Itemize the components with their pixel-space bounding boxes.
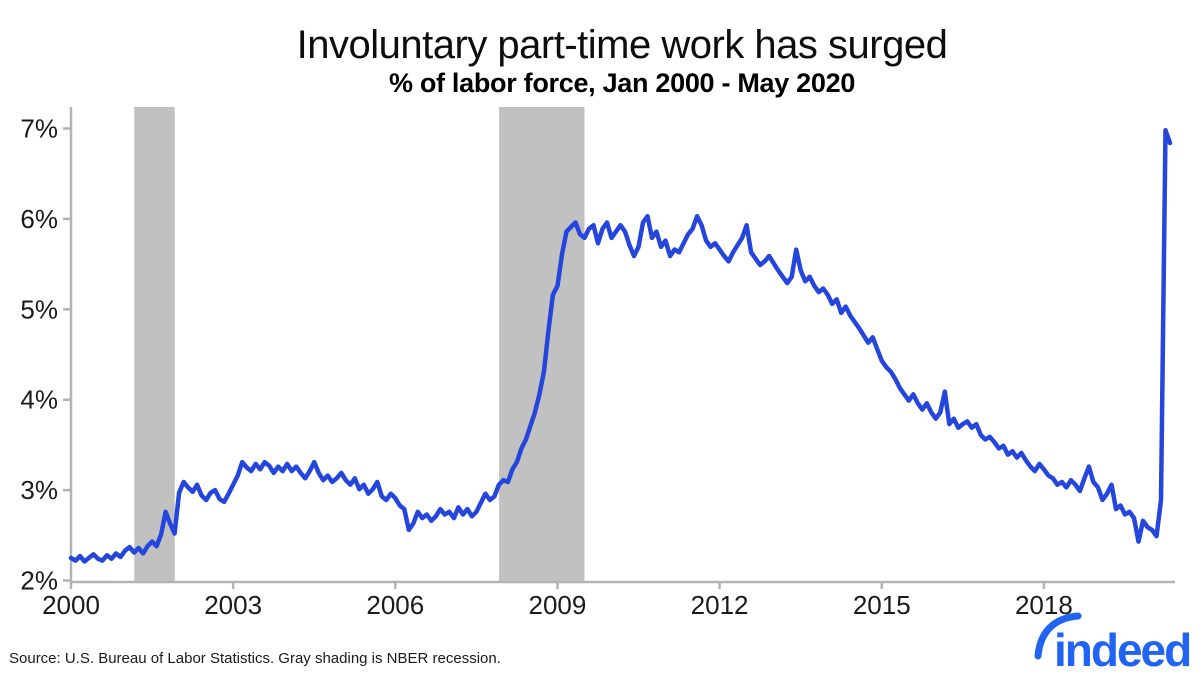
chart-title: Involuntary part-time work has surged: [296, 23, 948, 67]
axis-tick-labels: 2% 3% 4% 5% 6% 7% 2000 2003 2006 2009 2012 2015 2018: [20, 114, 1072, 621]
y-tick-label: 4%: [20, 385, 58, 415]
source-note: Source: U.S. Bureau of Labor Statistics.…: [9, 650, 501, 667]
axis-ticks: [63, 127, 1046, 589]
axes: [69, 107, 1175, 584]
y-tick-label: 3%: [20, 475, 58, 505]
recession-band: [499, 107, 585, 582]
indeed-logo: indeed: [1034, 612, 1192, 674]
series-line: [68, 128, 1173, 564]
x-tick-label: 2009: [529, 590, 587, 620]
y-tick-label: 2%: [20, 566, 58, 596]
chart-subtitle: % of labor force, Jan 2000 - May 2020: [388, 68, 856, 98]
x-tick-label: 2006: [366, 590, 424, 620]
series-line-group: [68, 128, 1173, 564]
recession-bands: [134, 107, 585, 582]
x-tick-label: 2018: [1015, 590, 1073, 620]
y-tick-label: 6%: [20, 204, 58, 234]
indeed-logo-text: indeed: [1054, 624, 1190, 674]
x-tick-label: 2000: [42, 590, 100, 620]
x-tick-label: 2012: [691, 590, 749, 620]
y-tick-label: 7%: [20, 114, 58, 144]
y-tick-label: 5%: [20, 294, 58, 324]
recession-band: [134, 107, 175, 582]
x-tick-label: 2015: [853, 590, 911, 620]
indeed-logo-arc-icon: [1034, 612, 1082, 660]
x-tick-label: 2003: [204, 590, 262, 620]
